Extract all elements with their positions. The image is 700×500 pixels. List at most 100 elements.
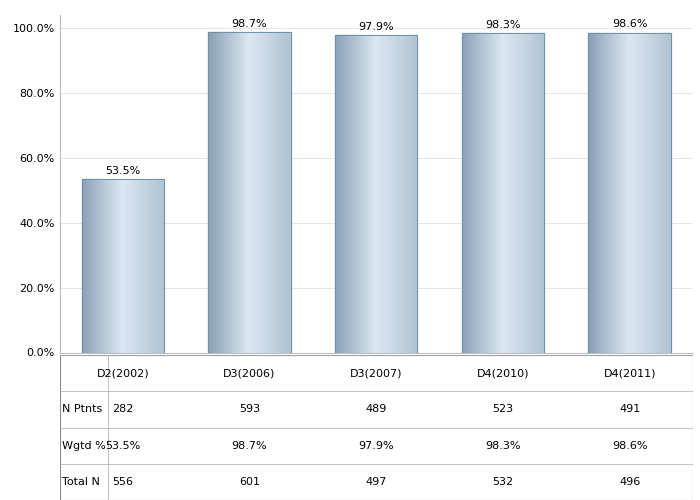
Bar [82, 179, 83, 352]
Bar [87, 179, 88, 352]
Bar [125, 179, 126, 352]
Bar [233, 32, 234, 352]
Bar [120, 179, 121, 352]
Bar [400, 35, 401, 352]
Bar [469, 34, 470, 352]
Bar [617, 32, 618, 352]
Bar [645, 32, 646, 352]
Bar [223, 32, 224, 352]
Text: 97.9%: 97.9% [358, 440, 394, 450]
Bar [286, 32, 288, 352]
Bar [238, 32, 239, 352]
Bar [592, 32, 593, 352]
Bar [399, 35, 400, 352]
Bar [500, 34, 501, 352]
Bar [123, 179, 124, 352]
Bar [346, 35, 347, 352]
Bar [474, 34, 475, 352]
Bar [407, 35, 408, 352]
Bar [386, 35, 388, 352]
Bar [631, 32, 633, 352]
Bar [614, 32, 615, 352]
Bar [108, 179, 109, 352]
Bar [503, 34, 504, 352]
Bar [402, 35, 403, 352]
Bar [349, 35, 351, 352]
Bar [414, 35, 415, 352]
Bar [501, 34, 502, 352]
Bar [496, 34, 497, 352]
Bar [511, 34, 512, 352]
Bar [224, 32, 225, 352]
Bar [504, 34, 505, 352]
Bar [235, 32, 236, 352]
Bar [345, 35, 346, 352]
Bar [372, 35, 373, 352]
Bar [486, 34, 487, 352]
Text: 282: 282 [112, 404, 134, 414]
Bar [604, 32, 605, 352]
Bar [366, 35, 367, 352]
Bar [343, 35, 344, 352]
Bar [648, 32, 649, 352]
Bar [269, 32, 270, 352]
Text: 556: 556 [112, 477, 134, 487]
Bar [382, 35, 384, 352]
Bar [335, 35, 417, 352]
Bar [218, 32, 220, 352]
Bar [639, 32, 640, 352]
Bar [362, 35, 363, 352]
Bar [526, 34, 528, 352]
Text: 593: 593 [239, 404, 260, 414]
Bar [494, 34, 495, 352]
Bar [96, 179, 97, 352]
Bar [530, 34, 531, 352]
Bar [464, 34, 465, 352]
Bar [88, 179, 89, 352]
Bar [654, 32, 655, 352]
Bar [612, 32, 613, 352]
Bar [662, 32, 663, 352]
Bar [384, 35, 386, 352]
Bar [495, 34, 496, 352]
Bar [162, 179, 163, 352]
Bar [646, 32, 648, 352]
Bar [84, 179, 85, 352]
Bar [540, 34, 541, 352]
Bar [371, 35, 372, 352]
Bar [146, 179, 148, 352]
Bar [337, 35, 338, 352]
Bar [528, 34, 530, 352]
Bar [116, 179, 117, 352]
Bar [482, 34, 484, 352]
Bar [505, 34, 506, 352]
Bar [413, 35, 414, 352]
Text: D2(2002): D2(2002) [97, 368, 149, 378]
Bar [373, 35, 374, 352]
Bar [354, 35, 355, 352]
Bar [161, 179, 162, 352]
Bar [159, 179, 160, 352]
Bar [533, 34, 534, 352]
Bar [636, 32, 637, 352]
Bar [392, 35, 393, 352]
Bar [256, 32, 257, 352]
Bar [652, 32, 653, 352]
Bar [137, 179, 139, 352]
Bar [498, 34, 499, 352]
Bar [222, 32, 223, 352]
Bar [369, 35, 370, 352]
Bar [507, 34, 508, 352]
Bar [105, 179, 106, 352]
Bar [541, 34, 542, 352]
Bar [609, 32, 610, 352]
Bar [465, 34, 466, 352]
Bar [214, 32, 216, 352]
Bar [121, 179, 122, 352]
Bar [157, 179, 158, 352]
Bar [370, 35, 371, 352]
Bar [271, 32, 272, 352]
Bar [268, 32, 269, 352]
Bar [659, 32, 661, 352]
Bar [487, 34, 489, 352]
